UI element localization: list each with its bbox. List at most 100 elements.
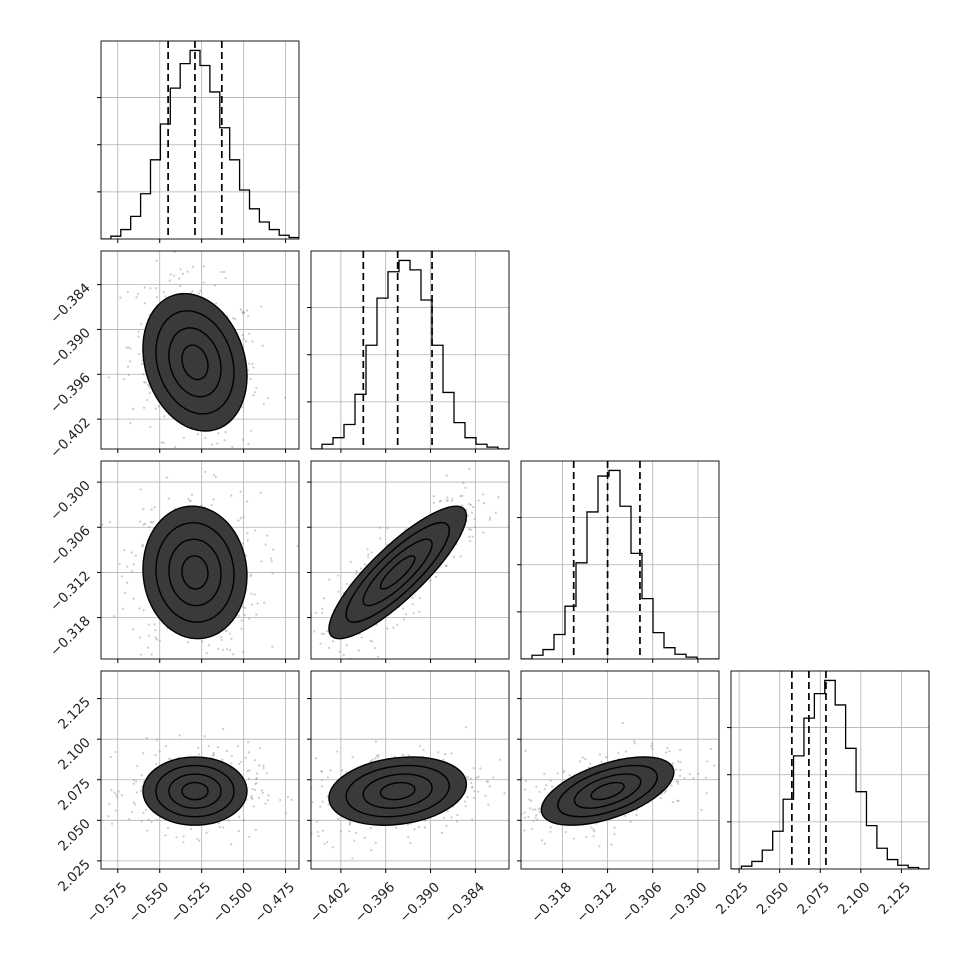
- sample-point: [140, 362, 144, 365]
- sample-point: [244, 756, 247, 760]
- sample-point: [411, 603, 414, 606]
- sample-point: [212, 751, 215, 755]
- sample-point: [266, 534, 269, 537]
- sample-point: [706, 760, 709, 763]
- sample-point: [593, 830, 596, 833]
- y-tick-label: 2.075: [55, 775, 94, 814]
- sample-point: [445, 564, 448, 567]
- sample-point: [182, 835, 185, 838]
- sample-point: [145, 736, 148, 740]
- sample-point: [264, 543, 267, 546]
- sample-point: [248, 835, 251, 838]
- sample-point: [254, 828, 257, 832]
- sample-point: [404, 613, 408, 616]
- sample-point: [376, 655, 380, 659]
- sample-point: [146, 398, 149, 402]
- sample-point: [217, 647, 220, 650]
- sample-point: [581, 756, 584, 759]
- sample-point: [328, 578, 331, 581]
- sample-point: [589, 762, 592, 765]
- sample-point: [154, 287, 157, 290]
- panel-content: [521, 671, 719, 869]
- panel-content: [101, 671, 299, 869]
- sample-point: [160, 441, 163, 444]
- sample-point: [242, 311, 246, 315]
- sample-point: [271, 645, 274, 648]
- sample-point: [154, 753, 157, 757]
- panel-content: [311, 251, 509, 449]
- sample-point: [239, 517, 243, 520]
- sample-point: [244, 554, 248, 557]
- y-tick-label: 2.100: [55, 735, 94, 774]
- sample-point: [696, 772, 700, 775]
- sample-point: [395, 826, 398, 829]
- density-contour: [328, 756, 468, 826]
- histogram-panel-0: [97, 40, 300, 243]
- sample-point: [110, 822, 114, 825]
- sample-point: [705, 792, 708, 795]
- sample-point: [174, 445, 177, 449]
- sample-point: [311, 668, 313, 670]
- sample-point: [123, 549, 126, 552]
- sample-point: [328, 646, 331, 649]
- sample-point: [543, 788, 546, 791]
- sample-point: [543, 772, 546, 775]
- sample-point: [155, 762, 158, 766]
- y-tick-label: −0.402: [47, 415, 94, 462]
- sample-point: [223, 456, 225, 458]
- sample-point: [402, 618, 405, 621]
- sample-point: [224, 629, 227, 632]
- sample-point: [263, 601, 266, 604]
- sample-point: [375, 754, 378, 757]
- panel-content: [101, 41, 299, 239]
- sample-point: [482, 502, 486, 505]
- sample-point: [138, 636, 142, 639]
- sample-point: [235, 700, 237, 702]
- sample-point: [678, 749, 682, 752]
- sample-point: [267, 794, 270, 797]
- sample-point: [331, 640, 335, 643]
- sample-point: [326, 776, 329, 779]
- sample-point: [624, 750, 628, 753]
- sample-point: [217, 432, 220, 435]
- sample-point: [138, 607, 141, 610]
- sample-point: [423, 826, 426, 829]
- sample-point: [241, 406, 244, 409]
- sample-point: [251, 340, 254, 343]
- sample-point: [168, 279, 171, 282]
- sample-point: [320, 785, 323, 788]
- sample-point: [141, 543, 144, 547]
- sample-point: [624, 814, 627, 818]
- sample-point: [251, 362, 254, 366]
- sample-point: [239, 490, 242, 493]
- sample-point: [445, 474, 448, 477]
- histogram-step: [311, 259, 509, 449]
- x-tick-label: −0.500: [210, 879, 257, 926]
- sample-point: [523, 816, 526, 819]
- panel-frame: [100, 460, 300, 660]
- sample-point: [164, 295, 167, 298]
- sample-point: [132, 563, 135, 566]
- sample-point: [477, 775, 480, 778]
- sample-point: [241, 438, 245, 441]
- sample-point: [463, 800, 467, 803]
- sample-point: [179, 268, 182, 271]
- sample-point: [466, 514, 470, 517]
- sample-point: [135, 296, 138, 299]
- sample-point: [371, 758, 374, 761]
- sample-point: [207, 744, 210, 748]
- sample-point: [116, 796, 119, 799]
- sample-point: [154, 407, 157, 410]
- sample-point: [549, 779, 552, 782]
- sample-point: [173, 251, 176, 253]
- sample-point: [255, 782, 258, 785]
- sample-point: [242, 338, 245, 341]
- sample-point: [147, 386, 151, 389]
- sample-point: [650, 744, 653, 748]
- sample-point: [216, 746, 219, 749]
- sample-point: [461, 494, 464, 497]
- sample-point: [223, 439, 226, 442]
- sample-point: [241, 542, 245, 545]
- y-tick-label: −0.300: [47, 478, 94, 525]
- sample-point: [488, 518, 491, 521]
